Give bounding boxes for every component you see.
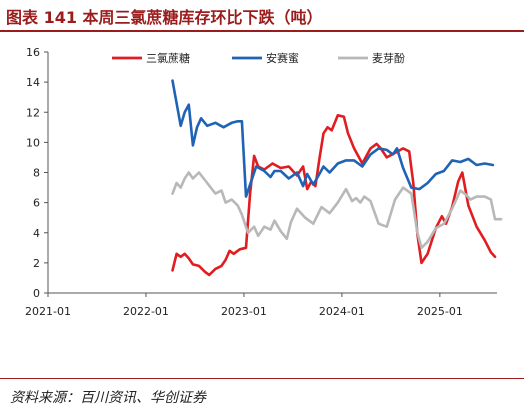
y-tick-label: 6 [33, 197, 40, 210]
y-tick-label: 12 [26, 106, 40, 119]
y-tick-label: 0 [33, 287, 40, 300]
y-tick-label: 2 [33, 257, 40, 270]
y-tick-label: 16 [26, 46, 40, 59]
x-tick-label: 2024-01 [319, 305, 365, 318]
y-tick-label: 14 [26, 76, 40, 89]
y-tick-label: 8 [33, 167, 40, 180]
x-tick-label: 2021-01 [25, 305, 71, 318]
series-line-1 [171, 79, 495, 198]
title-rule [0, 30, 524, 32]
y-tick-label: 4 [33, 227, 40, 240]
line-chart: 0 2 4 6 8 10 12 14 16 2021-01 2022-01 2023-01 2024-0… [25, 46, 503, 318]
legend-label-0: 三氯蔗糖 [146, 51, 190, 65]
chart-legend: 三氯蔗糖 安赛蜜 麦芽酚 [112, 51, 405, 65]
figure-title: 图表 141 本周三氯蔗糖库存环比下跌（吨） [6, 8, 323, 27]
source-note: 资料来源：百川资讯、华创证券 [10, 390, 206, 406]
legend-label-2: 麦芽酚 [372, 51, 405, 65]
chart-axes: 0 2 4 6 8 10 12 14 16 2021-01 2022-01 2023-01 2024-0… [25, 46, 497, 318]
x-tick-label: 2022-01 [123, 305, 169, 318]
x-tick-label: 2023-01 [221, 305, 267, 318]
footer-rule [0, 378, 524, 379]
chart-series [171, 79, 503, 277]
series-line-0 [171, 114, 497, 277]
legend-label-1: 安赛蜜 [266, 51, 299, 65]
series-line-2 [171, 171, 503, 250]
y-tick-label: 10 [26, 136, 40, 149]
x-tick-label: 2025-01 [417, 305, 463, 318]
